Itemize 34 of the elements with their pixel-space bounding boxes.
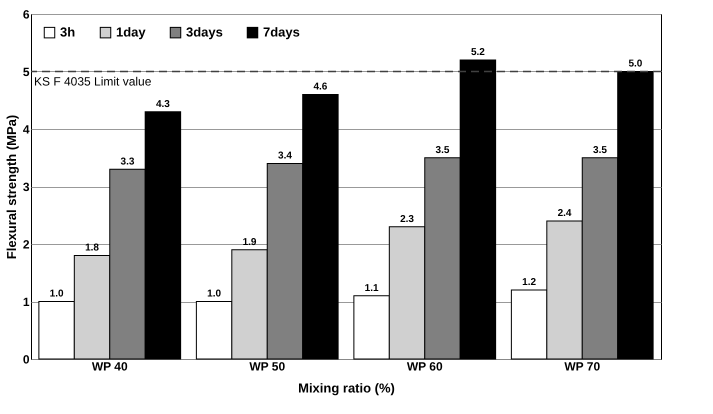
x-tick-label: WP 40 [92,360,128,374]
y-axis-title: Flexural strength (MPa) [4,114,19,260]
data-label: 3.3 [120,156,135,168]
x-tick-label: WP 50 [249,360,286,374]
legend-label: 7days [263,24,300,40]
y-tick-label: 0 [22,352,30,366]
y-tick-label: 4 [22,122,30,136]
y-tick-label: 3 [22,180,30,194]
data-label: 4.3 [156,98,170,110]
data-label: 5.0 [628,58,643,70]
data-label: 1.1 [364,282,379,294]
data-label: 1.0 [207,288,222,300]
data-label: 2.3 [400,214,414,225]
data-label: 3.5 [593,144,608,156]
data-label: 3.5 [436,144,450,156]
data-label: 1.8 [85,242,100,254]
ref-line-label: KS F 4035 Limit value [34,74,152,88]
data-label: 4.6 [313,82,328,92]
y-tick-label: 6 [22,8,30,22]
data-label: 1.0 [50,288,64,300]
y-tick-label: 1 [22,295,30,309]
data-label: 3.4 [278,150,292,162]
data-label: 5.2 [470,47,486,58]
x-axis-title: Mixing ratio (%) [298,380,395,396]
y-tick-label: 2 [22,238,30,252]
data-label: 1.9 [242,236,257,248]
legend-label: 3h [60,24,76,40]
data-label: 2.4 [558,208,572,219]
legend-label: 1day [116,24,146,40]
legend-label: 3days [186,24,223,40]
y-tick-label: 5 [22,65,30,79]
x-tick-label: WP 60 [406,360,443,374]
x-tick-label: WP 70 [564,360,600,374]
data-label: 1.2 [522,277,536,288]
